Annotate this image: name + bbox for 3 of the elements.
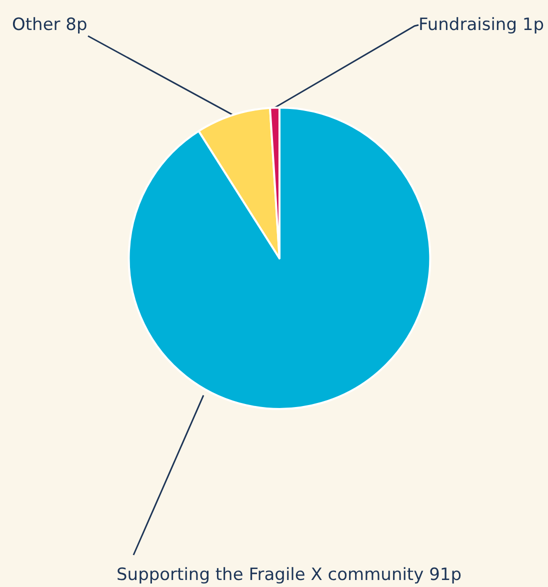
slice-label: Supporting the Fragile X community 91p <box>116 565 462 585</box>
slice-label: Other 8p <box>12 15 88 35</box>
slice-label: Fundraising 1p <box>418 15 544 35</box>
